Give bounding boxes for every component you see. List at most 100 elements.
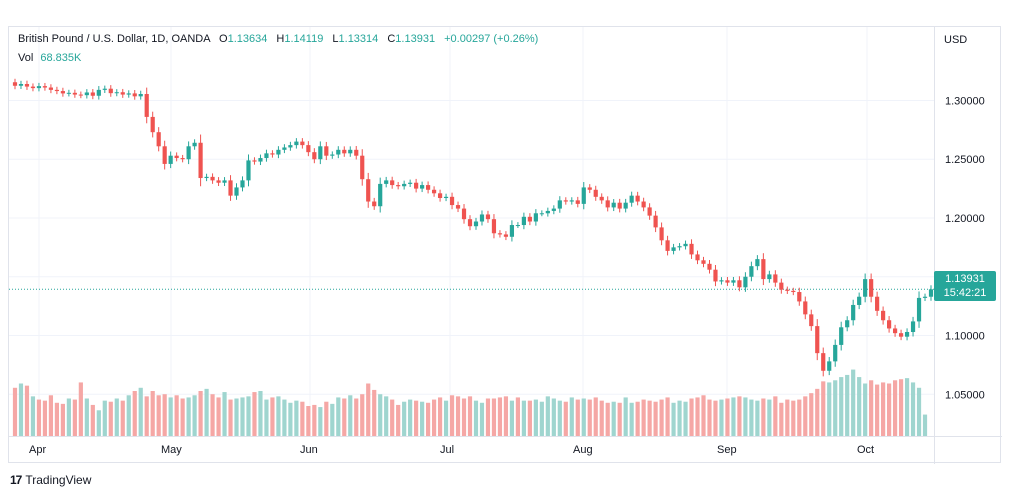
- volume-bar: [755, 400, 760, 436]
- candle-body: [731, 280, 736, 283]
- candle-body: [779, 282, 784, 290]
- candle-body: [491, 219, 497, 234]
- chart-frame[interactable]: 1.300001.250001.200001.150001.100001.050…: [8, 26, 1002, 464]
- candle-body: [276, 149, 281, 155]
- candle-body: [767, 274, 772, 280]
- volume-bar: [731, 397, 736, 436]
- volume-bar: [916, 387, 922, 436]
- open-value: 1.13634: [227, 33, 268, 45]
- volume-bar: [898, 379, 904, 436]
- candle-body: [863, 279, 868, 297]
- candle-body: [48, 87, 54, 90]
- volume-bar: [803, 396, 808, 436]
- volume-bar: [797, 399, 802, 436]
- candle-body: [234, 187, 239, 196]
- candle-body: [851, 304, 856, 321]
- x-tick-label: Jun: [300, 444, 318, 456]
- candle-body: [12, 82, 18, 86]
- volume-bar: [264, 399, 269, 436]
- volume-bar: [815, 388, 820, 436]
- candle-body: [420, 185, 425, 189]
- volume-bar: [497, 397, 503, 436]
- volume-bar: [707, 399, 712, 436]
- candle-body: [342, 149, 347, 154]
- candle-body: [132, 93, 137, 97]
- volume-label[interactable]: Vol: [18, 52, 34, 64]
- volume-bar: [851, 369, 856, 436]
- candle-body: [683, 243, 688, 247]
- candle-body: [408, 182, 413, 184]
- volume-bar: [186, 397, 191, 436]
- candle-body: [216, 180, 221, 183]
- volume-bar: [887, 383, 892, 436]
- volume-bar: [839, 377, 844, 436]
- currency-label[interactable]: USD: [944, 34, 968, 46]
- volume-bar: [659, 399, 664, 436]
- candle-body: [90, 92, 95, 96]
- price-chart[interactable]: 1.300001.250001.200001.150001.100001.050…: [9, 27, 1002, 464]
- candle-body: [791, 290, 796, 293]
- volume-bar: [30, 396, 36, 436]
- volume-bar: [689, 398, 694, 436]
- candle-body: [725, 280, 730, 283]
- candle-body: [210, 176, 215, 181]
- open-label: O: [219, 33, 228, 45]
- volume-bar: [743, 397, 748, 436]
- candle-body: [42, 86, 48, 88]
- volume-bar: [246, 396, 251, 436]
- x-tick-label: May: [161, 444, 182, 456]
- volume-bar: [96, 410, 101, 436]
- symbol-title[interactable]: British Pound / U.S. Dollar, 1D, OANDA: [18, 33, 210, 45]
- candle-body: [180, 158, 185, 160]
- volume-bar: [132, 391, 137, 436]
- candle-body: [599, 196, 604, 201]
- volume-bar: [66, 398, 71, 436]
- candle-body: [785, 289, 790, 291]
- candle-body: [707, 263, 712, 270]
- candle-body: [869, 279, 874, 297]
- candlesticks: [12, 78, 934, 377]
- volume-bar: [414, 400, 419, 436]
- volume-bar: [617, 402, 622, 436]
- x-tick-label: Sep: [717, 444, 737, 456]
- candle-body: [336, 149, 341, 155]
- volume-bar: [761, 398, 766, 436]
- candle-body: [72, 92, 77, 95]
- tradingview-logo[interactable]: 17 TradingView: [10, 473, 91, 487]
- volume-bar: [138, 387, 143, 436]
- volume-bar: [216, 397, 221, 436]
- candle-body: [545, 210, 550, 214]
- volume-bar: [324, 401, 329, 436]
- volume-bar: [120, 400, 125, 436]
- candle-body: [803, 301, 808, 315]
- candle-body: [689, 243, 694, 255]
- volume-bar: [515, 397, 520, 436]
- change-value: +0.00297 (+0.26%): [444, 33, 539, 45]
- candle-body: [749, 266, 754, 277]
- candle-body: [617, 202, 622, 209]
- volume-bar: [593, 397, 598, 436]
- volume-bar: [228, 399, 233, 436]
- candle-body: [192, 142, 197, 147]
- volume-bar: [563, 401, 568, 436]
- candle-body: [815, 326, 820, 354]
- volume-bar: [306, 406, 311, 436]
- candle-body: [366, 179, 371, 202]
- volume-bar: [749, 399, 754, 436]
- volume-bar: [144, 396, 149, 436]
- volume-bar: [557, 400, 562, 436]
- low-label: L: [332, 33, 339, 45]
- candle-body: [126, 93, 131, 95]
- volume-value: 68.835K: [40, 52, 82, 64]
- volume-bar: [437, 397, 443, 436]
- close-value: 1.13931: [395, 33, 436, 45]
- volume-bar: [767, 399, 772, 436]
- volume-bar: [503, 396, 509, 436]
- volume-bar: [294, 400, 299, 436]
- volume-bar: [665, 397, 670, 436]
- volume-bar: [857, 377, 862, 436]
- candle-body: [833, 344, 838, 362]
- candle-body: [300, 141, 305, 146]
- candle-body: [426, 185, 431, 190]
- volume-bar: [455, 396, 461, 436]
